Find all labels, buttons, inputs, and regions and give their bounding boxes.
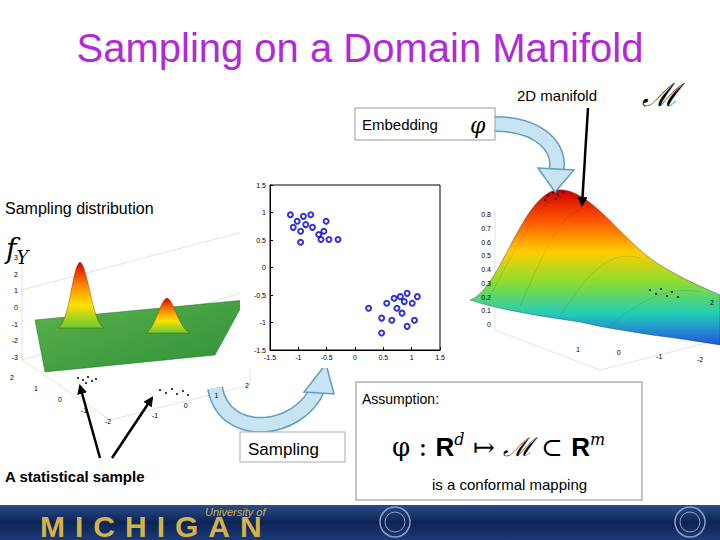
svg-text:1: 1 (214, 392, 218, 399)
svg-text:φ : Rd​ ↦ ℳ ⊂ Rm​: φ : Rd​ ↦ ℳ ⊂ Rm​ (392, 430, 605, 462)
svg-text:-1.5: -1.5 (264, 354, 276, 361)
svg-text:0: 0 (353, 354, 357, 361)
svg-text:-2: -2 (697, 356, 703, 363)
svg-text:0.5: 0.5 (481, 252, 491, 259)
svg-text:-0.5: -0.5 (321, 354, 333, 361)
svg-text:1: 1 (14, 287, 18, 294)
svg-text:0.2: 0.2 (481, 294, 491, 301)
svg-text:0: 0 (58, 396, 62, 403)
svg-text:2D manifold: 2D manifold (517, 87, 597, 104)
svg-text:-2: -2 (12, 337, 18, 344)
svg-text:0.1: 0.1 (481, 307, 491, 314)
svg-text:-3: -3 (12, 354, 18, 361)
svg-text:MICHIGAN: MICHIGAN (40, 510, 272, 540)
svg-text:0: 0 (184, 402, 188, 409)
svg-text:0.5: 0.5 (378, 354, 388, 361)
svg-text:-1: -1 (295, 354, 301, 361)
svg-text:Assumption:: Assumption: (362, 391, 439, 407)
svg-text:-1: -1 (152, 412, 158, 419)
svg-text:Sampling distribution: Sampling distribution (5, 200, 154, 217)
svg-text:is a conformal mapping: is a conformal mapping (432, 476, 587, 493)
svg-text:2: 2 (10, 374, 14, 381)
svg-text:1: 1 (262, 209, 266, 216)
svg-text:0.6: 0.6 (481, 239, 491, 246)
svg-text:-1.5: -1.5 (254, 347, 266, 354)
svg-text:1: 1 (34, 385, 38, 392)
svg-text:-1: -1 (12, 321, 18, 328)
svg-text:0.8: 0.8 (481, 211, 491, 218)
svg-text:fY: fY (4, 232, 30, 268)
svg-text:-1: -1 (260, 319, 266, 326)
svg-text:0.4: 0.4 (481, 266, 491, 273)
svg-text:0: 0 (14, 304, 18, 311)
svg-text:1.5: 1.5 (435, 354, 445, 361)
svg-text:1.5: 1.5 (256, 182, 266, 189)
svg-text:0: 0 (262, 264, 266, 271)
svg-text:0.7: 0.7 (481, 225, 491, 232)
svg-text:0: 0 (617, 349, 621, 356)
svg-text:A statistical sample: A statistical sample (5, 468, 145, 485)
svg-text:2: 2 (14, 271, 18, 278)
svg-text:2: 2 (245, 382, 249, 389)
svg-text:Sampling on a Domain Manifold: Sampling on a Domain Manifold (77, 26, 644, 70)
svg-text:2: 2 (710, 299, 714, 306)
svg-text:Embedding: Embedding (362, 116, 438, 133)
svg-text:φ: φ (470, 113, 486, 138)
svg-text:Sampling: Sampling (248, 440, 319, 459)
svg-text:1: 1 (576, 346, 580, 353)
svg-text:-1: -1 (81, 407, 87, 414)
svg-text:-2: -2 (105, 418, 111, 425)
svg-text:ℳ: ℳ (642, 76, 685, 114)
svg-text:1: 1 (410, 354, 414, 361)
svg-text:0.5: 0.5 (256, 237, 266, 244)
svg-text:-0.5: -0.5 (254, 292, 266, 299)
svg-text:0: 0 (487, 321, 491, 328)
svg-text:3: 3 (14, 254, 18, 261)
svg-text:-1: -1 (656, 353, 662, 360)
svg-text:0.3: 0.3 (481, 280, 491, 287)
